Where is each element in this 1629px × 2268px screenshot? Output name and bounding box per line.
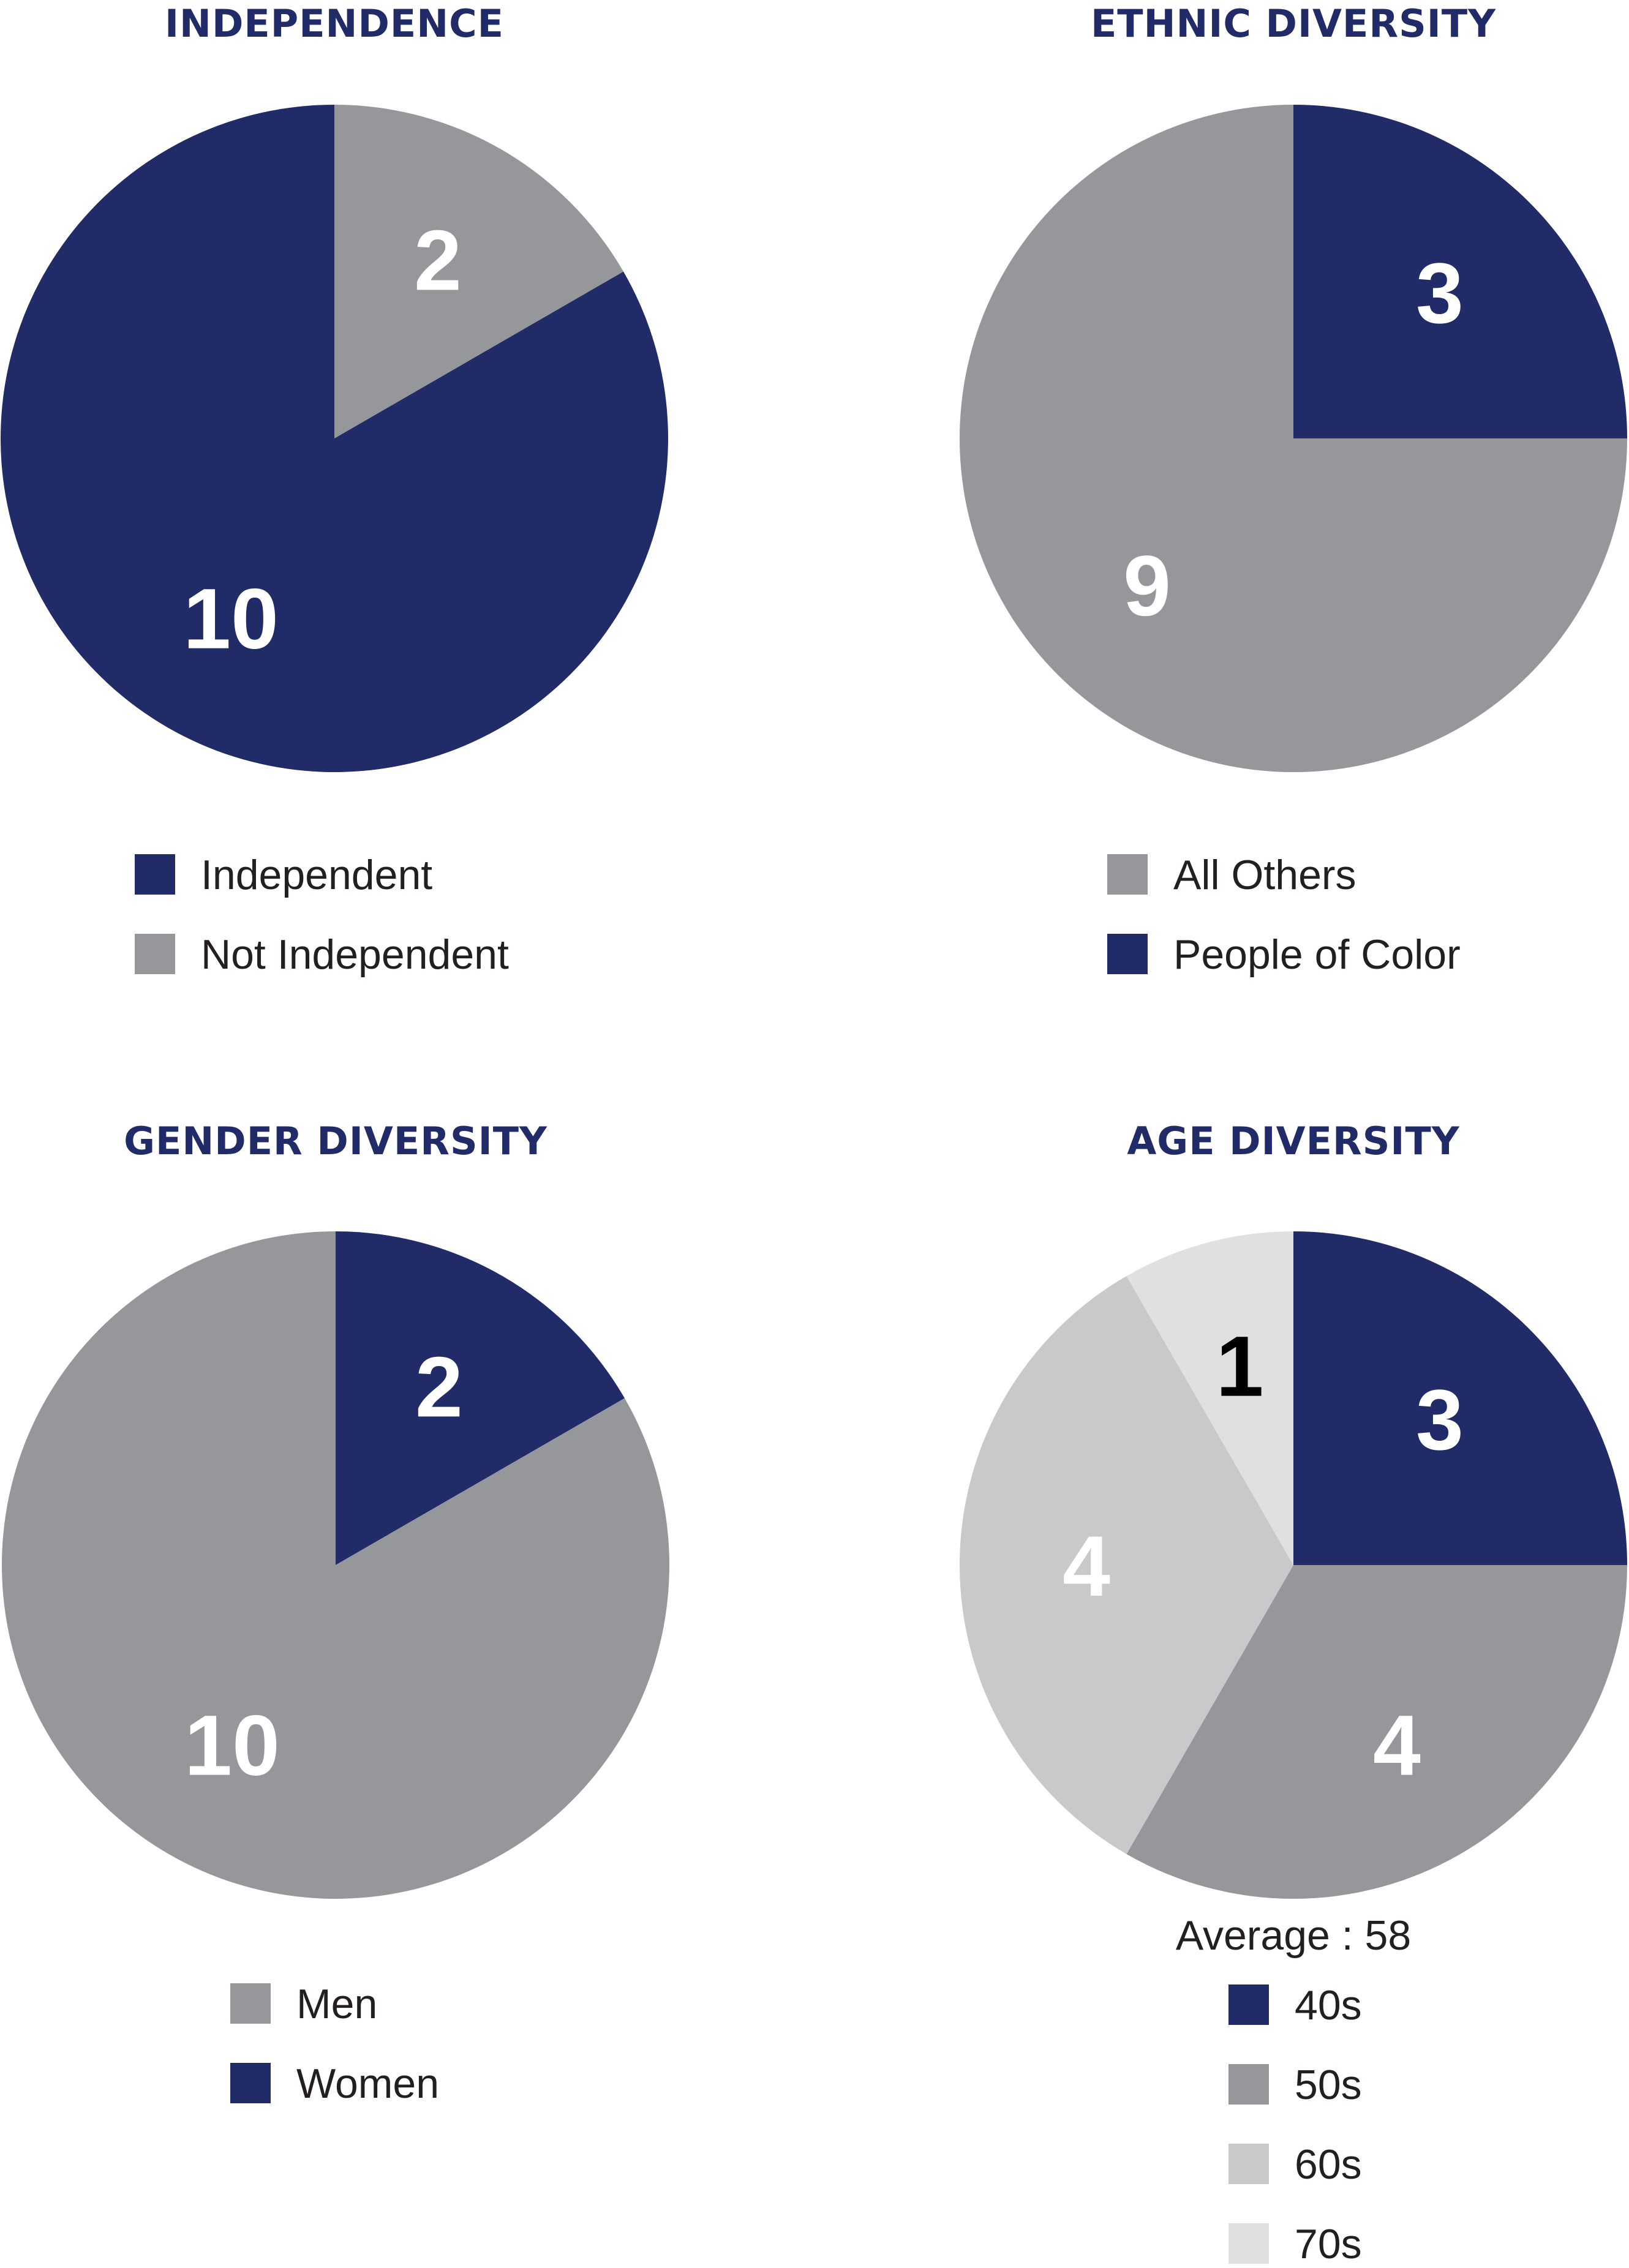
independence-legend-swatch-not-independent [135,934,175,974]
independence-value-label-not-independent: 2 [414,212,462,308]
ethnic-diversity-legend: All Others People of Color [1107,852,1461,978]
age-slice-50s [1126,1565,1627,1899]
independence-pie: 2 10 [1,105,669,773]
independence-slice-independent [1,105,669,773]
ethnic-diversity-pie: 39 [960,105,1627,772]
ethnic-legend-label-all-others: All Others [1173,852,1356,898]
gender-diversity-legend: Men Women [230,1981,439,2107]
gender-legend-swatch-women [230,2063,271,2103]
gender-value-label-women: 2 [415,1339,463,1435]
gender-legend-swatch-men [230,1983,271,2024]
age-legend-swatch-40s [1228,1984,1269,2025]
ethnic-slice-all-others [960,105,1627,772]
age-diversity-legend: 40s 50s 60s 70s [1228,1982,1362,2267]
age-value-label-50s: 4 [1373,1697,1421,1793]
age-legend-label-60s: 60s [1295,2141,1362,2188]
gender-diversity-pie: 2 10 [1,1231,670,1899]
independence-legend-label-independent: Independent [201,852,432,898]
gender-slice-women [336,1231,625,1565]
age-slice-40s [1293,1231,1627,1565]
independence-title: INDEPENDENCE [165,1,504,46]
independence-panel: INDEPENDENCE 2 10 Independent Not Independ… [1,1,669,978]
gender-diversity-title: GENDER DIVERSITY [124,1119,547,1163]
gender-slice-men [1,1231,670,1899]
age-legend-swatch-70s [1228,2223,1269,2264]
ethnic-legend-label-people-of-color: People of Color [1173,931,1461,978]
independence-value-label-independent: 10 [183,571,279,667]
age-slice-70s [1126,1231,1293,1565]
age-legend-label-50s: 50s [1295,2062,1362,2108]
age-legend-label-70s: 70s [1295,2221,1362,2267]
gender-legend-label-men: Men [296,1981,377,2027]
age-average-note: Average : 58 [1176,1912,1411,1959]
independence-legend-label-not-independent: Not Independent [201,931,509,978]
gender-value-label-men: 10 [184,1697,280,1793]
ethnic-value-label-people-of-color: 3 [1416,245,1464,341]
age-diversity-title: AGE DIVERSITY [1127,1119,1459,1163]
gender-diversity-panel: GENDER DIVERSITY 2 10 Men Women [1,1119,670,2107]
age-diversity-panel: AGE DIVERSITY 3 4 4 1 Average : 58 40s 50s 60… [959,1119,1627,2267]
gender-legend-label-women: Women [296,2060,439,2107]
ethnic-slice-people-of-color [1293,105,1627,438]
ethnic-legend-swatch-people-of-color [1107,934,1148,974]
independence-slice-not-independent [334,105,623,438]
age-value-label-40s: 3 [1416,1372,1464,1468]
age-value-label-70s: 1 [1216,1318,1264,1414]
ethnic-legend-swatch-all-others [1107,854,1148,895]
age-legend-swatch-50s [1228,2064,1269,2105]
age-legend-label-40s: 40s [1295,1982,1362,2029]
ethnic-value-label-all-others: 9 [1123,538,1171,634]
age-legend-swatch-60s [1228,2144,1269,2184]
ethnic-diversity-title: ETHNIC DIVERSITY [1091,1,1496,46]
age-diversity-pie: 3 4 4 1 [959,1231,1627,1899]
independence-legend: Independent Not Independent [135,852,509,978]
age-value-label-60s: 4 [1063,1518,1110,1614]
independence-legend-swatch-independent [135,854,175,895]
